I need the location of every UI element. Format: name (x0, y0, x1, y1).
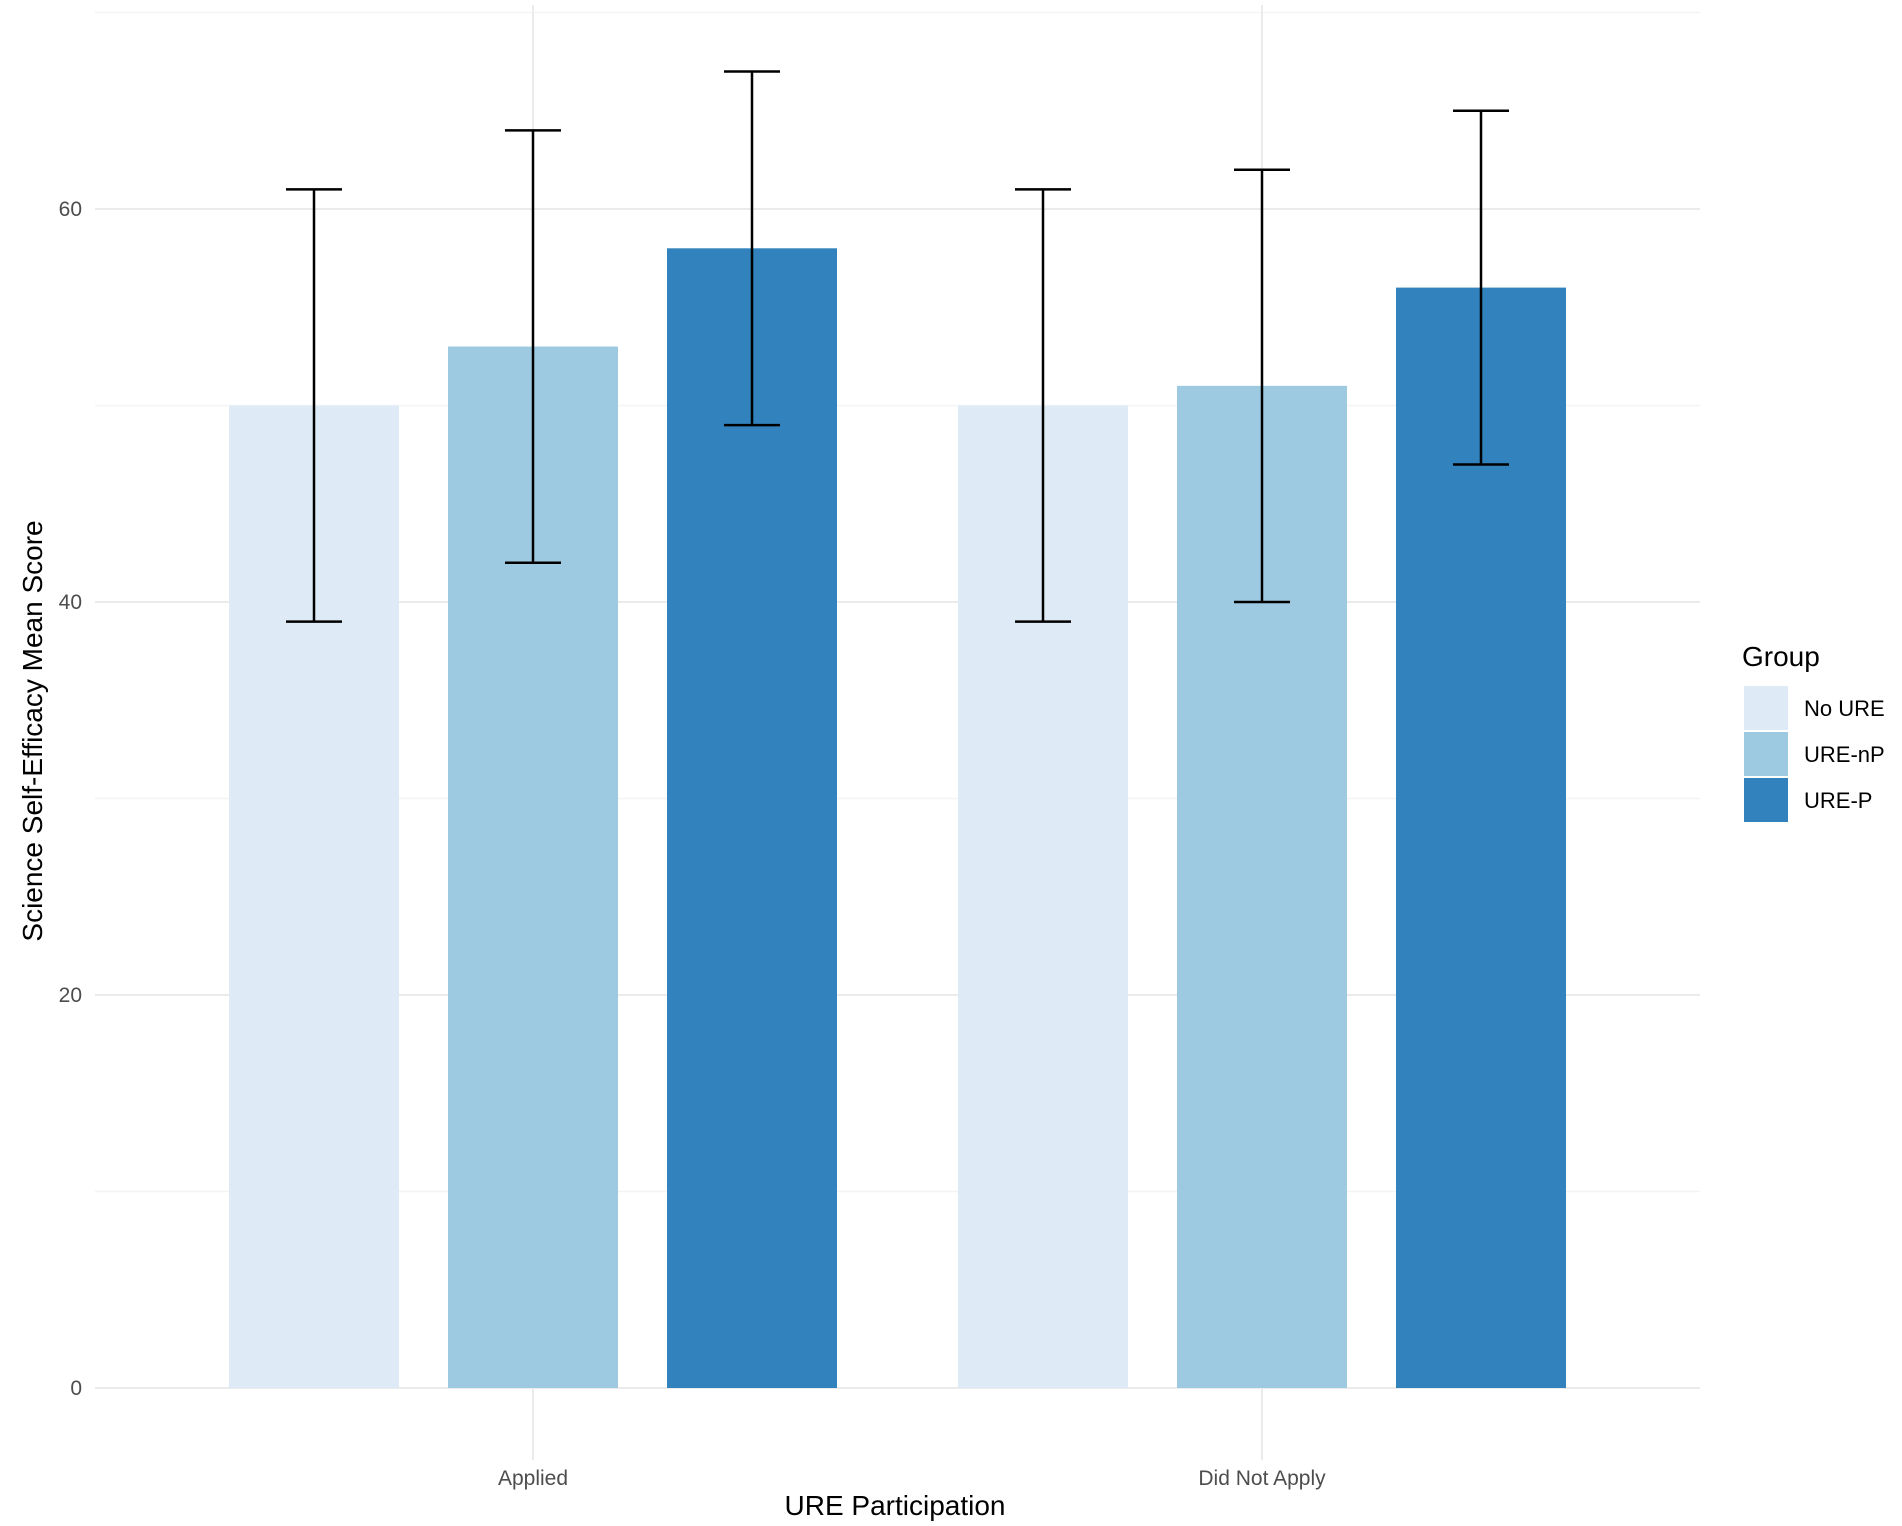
y-tick-label: 60 (59, 198, 82, 221)
bars (229, 248, 1566, 1389)
y-tick-label: 40 (59, 591, 82, 614)
legend-key (1744, 778, 1788, 822)
x-tick-label: Applied (498, 1467, 568, 1490)
legend-label: URE-P (1804, 788, 1872, 813)
legend-key (1744, 732, 1788, 776)
y-axis-ticks: 0 20 40 60 (59, 198, 82, 1400)
x-axis-title: URE Participation (785, 1490, 1006, 1521)
x-axis-ticks: Applied Did Not Apply (498, 1467, 1326, 1490)
bar (667, 248, 837, 1388)
legend-key (1744, 686, 1788, 730)
legend-title: Group (1742, 641, 1820, 672)
y-axis-title: Science Self-Efficacy Mean Score (17, 520, 48, 941)
y-tick-label: 0 (70, 1377, 82, 1400)
legend-label: URE-nP (1804, 742, 1885, 767)
x-tick-label: Did Not Apply (1198, 1467, 1326, 1490)
legend: Group No URE URE-nP URE-P (1742, 641, 1885, 822)
bar (1396, 287, 1566, 1389)
legend-label: No URE (1804, 696, 1885, 721)
y-tick-label: 20 (59, 984, 82, 1007)
error-bars (286, 70, 1509, 623)
